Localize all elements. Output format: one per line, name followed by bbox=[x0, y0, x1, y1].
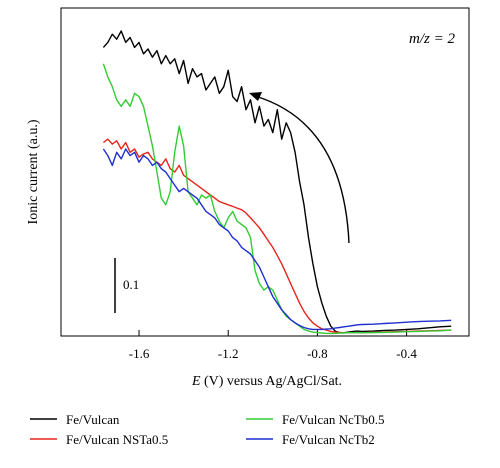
legend-label-fe-vulcan: Fe/Vulcan bbox=[66, 412, 120, 427]
legend: Fe/Vulcan Fe/Vulcan NSTa0.5 Fe/Vulcan Nc… bbox=[30, 412, 384, 447]
x-tick-label: -1.6 bbox=[129, 346, 150, 361]
scale-bar-label: 0.1 bbox=[123, 277, 139, 292]
series-line-3 bbox=[102, 148, 452, 331]
series-layer bbox=[102, 30, 452, 335]
legend-label-fe-vulcan-nctb2: Fe/Vulcan NcTb2 bbox=[282, 432, 375, 447]
x-tick-labels: -1.6 -1.2 -0.8 -0.4 bbox=[129, 346, 418, 361]
x-tick-label: -0.4 bbox=[396, 346, 417, 361]
scan-direction-arrow bbox=[254, 95, 350, 244]
legend-label-fe-vulcan-nctb05: Fe/Vulcan NcTb0.5 bbox=[282, 412, 384, 427]
series-line-2 bbox=[102, 63, 452, 335]
mz-annotation: m/z = 2 bbox=[409, 31, 455, 47]
arrow-head bbox=[249, 92, 262, 101]
y-axis-title: Ionic current (a.u.) bbox=[26, 119, 41, 224]
x-axis-title: E (V) versus Ag/AgCl/Sat. bbox=[191, 374, 342, 389]
legend-label-fe-vulcan-nsta05: Fe/Vulcan NSTa0.5 bbox=[66, 432, 168, 447]
series-line-0 bbox=[102, 30, 452, 334]
plot-frame bbox=[60, 7, 470, 337]
x-tick-label: -1.2 bbox=[218, 346, 239, 361]
x-tick-label: -0.8 bbox=[307, 346, 328, 361]
